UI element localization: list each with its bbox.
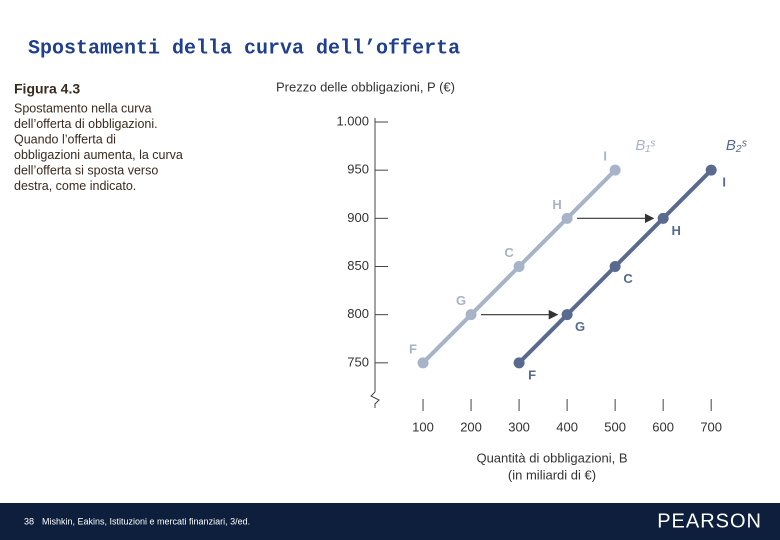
point: [657, 212, 669, 224]
legend-label: B₁ˢ: [635, 137, 656, 154]
slide-title: Spostamenti della curva dell’offerta: [28, 37, 460, 60]
point: [609, 261, 621, 272]
x-axis-label: Quantità di obbligazioni, B: [476, 450, 627, 465]
point-label: G: [575, 319, 585, 334]
point: [513, 357, 525, 369]
y-axis-label: Prezzo delle obbligazioni, P (€): [276, 79, 455, 94]
point-label: G: [456, 293, 466, 308]
caption-line: Spostamento nella curva: [14, 101, 152, 115]
x-tick-label: 200: [460, 419, 482, 434]
y-tick-label: 1.000: [336, 113, 369, 128]
point-label: H: [671, 223, 680, 238]
point-label: F: [409, 341, 417, 356]
y-tick-label: 850: [347, 258, 369, 273]
y-tick-label: 900: [347, 210, 369, 225]
caption-line: destra, come indicato.: [14, 179, 136, 193]
x-tick-label: 500: [604, 419, 626, 434]
point-label: I: [722, 175, 726, 190]
x-tick-label: 700: [700, 419, 722, 434]
footer-bar: [0, 503, 780, 540]
point: [465, 309, 477, 321]
page-number: 38: [24, 516, 34, 526]
point: [513, 261, 525, 272]
x-tick-label: 400: [556, 419, 578, 434]
footer-source: Mishkin, Eakins, Istituzioni e mercati f…: [42, 516, 250, 526]
y-tick-label: 800: [347, 306, 369, 321]
point-label: H: [552, 197, 561, 212]
point: [705, 164, 717, 176]
x-tick-label: 300: [508, 419, 530, 434]
figure-caption: Spostamento nella curva dell’offerta di o…: [14, 101, 183, 193]
caption-line: Quando l’offerta di: [14, 132, 116, 146]
x-tick-label: 600: [652, 419, 674, 434]
point: [561, 212, 573, 224]
legend-label: B₂ˢ: [726, 137, 748, 154]
brand: PEARSON: [657, 510, 762, 532]
point: [417, 357, 429, 369]
y-tick-label: 950: [347, 162, 369, 177]
x-axis-label: (in miliardi di €): [508, 467, 596, 482]
point: [561, 309, 573, 321]
caption-line: dell’offerta si sposta verso: [14, 163, 158, 177]
caption-line: obbligazioni aumenta, la curva: [14, 148, 183, 162]
point-label: I: [603, 149, 607, 164]
y-tick-label: 750: [347, 354, 369, 369]
figure-label: Figura 4.3: [14, 81, 80, 97]
point: [609, 164, 621, 176]
x-tick-label: 100: [412, 419, 434, 434]
point-label: C: [504, 245, 514, 260]
axis-break: [370, 391, 380, 408]
caption-line: dell’offerta di obbligazioni.: [14, 117, 158, 131]
point-label: C: [623, 271, 633, 286]
point-label: F: [528, 367, 536, 382]
